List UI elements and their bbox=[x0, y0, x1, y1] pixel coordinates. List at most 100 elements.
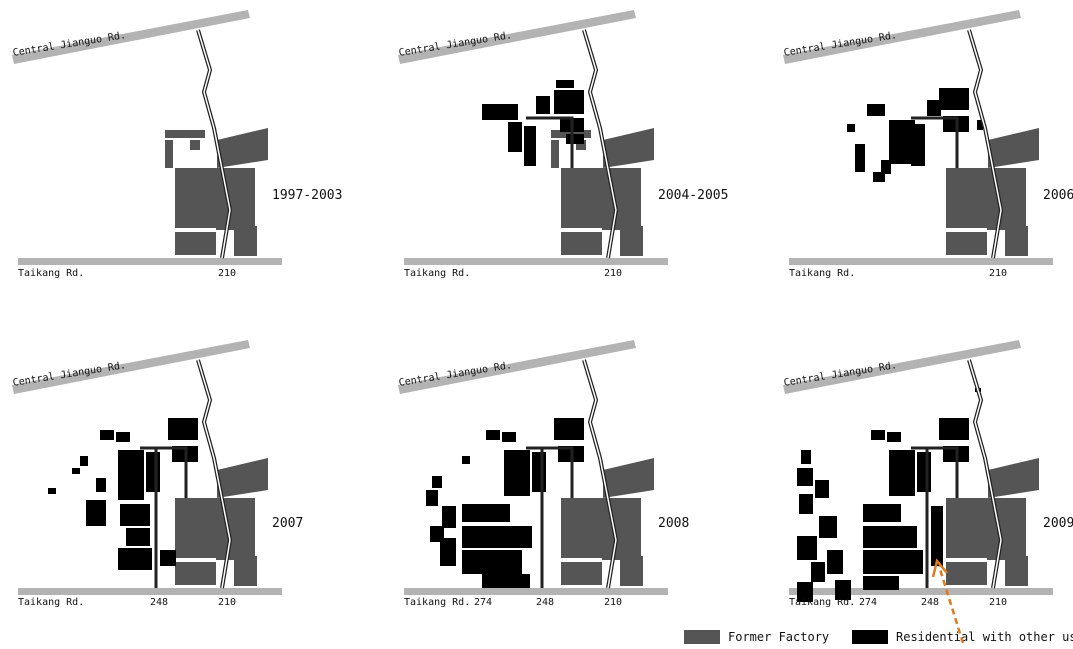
map-drawing bbox=[12, 340, 282, 595]
factory-swatch bbox=[684, 630, 720, 644]
residential-block bbox=[556, 80, 574, 88]
residential-block bbox=[863, 526, 917, 548]
former-factory-block bbox=[620, 556, 643, 586]
residential-block bbox=[168, 418, 198, 440]
lane-210-label: 210 bbox=[989, 597, 1008, 608]
bottom-road-label: Taikang Rd. bbox=[18, 597, 85, 608]
lane-210-center bbox=[197, 29, 231, 259]
central-jianguo-road bbox=[12, 10, 250, 64]
former-factory-block bbox=[1005, 556, 1028, 586]
residential-block bbox=[797, 468, 813, 486]
lane-210-label: 210 bbox=[989, 268, 1008, 279]
map-drawing bbox=[783, 10, 1053, 265]
taikang-road bbox=[404, 588, 668, 595]
residential-block bbox=[118, 548, 152, 570]
residential-block bbox=[863, 504, 901, 522]
former-factory-block bbox=[217, 128, 268, 168]
arrow-head bbox=[931, 558, 948, 578]
residential-block bbox=[72, 468, 80, 474]
former-factory-block bbox=[561, 498, 602, 558]
residential-block bbox=[939, 88, 969, 110]
residential-block bbox=[855, 144, 865, 172]
residential-block bbox=[118, 450, 144, 500]
residential-block bbox=[887, 432, 901, 442]
residential-block bbox=[977, 120, 983, 130]
residential-block bbox=[432, 476, 442, 488]
lane-210-label: 210 bbox=[218, 268, 237, 279]
lane-248-label: 248 bbox=[536, 597, 555, 608]
map-panel-1997-2003: Central Jianguo Rd. Taikang Rd. 210 1997… bbox=[0, 0, 342, 300]
residential-block bbox=[486, 430, 500, 440]
lane-248-label: 248 bbox=[150, 597, 169, 608]
residential-block bbox=[797, 582, 813, 602]
residential-block bbox=[462, 526, 532, 548]
former-factory-block bbox=[620, 226, 643, 256]
lane-274-label: 274 bbox=[859, 597, 878, 608]
residential-block bbox=[482, 104, 518, 120]
map-panel-2004-2005: Central Jianguo Rd. Taikang Rd. 210 2004… bbox=[386, 0, 728, 300]
arrow-shaft bbox=[937, 565, 965, 644]
former-factory-block bbox=[603, 128, 654, 168]
residential-block bbox=[797, 536, 817, 560]
residential-block bbox=[911, 124, 925, 166]
former-factory-block bbox=[175, 168, 216, 228]
former-factory-block bbox=[988, 128, 1039, 168]
former-factory-block bbox=[576, 140, 586, 150]
map-drawing bbox=[12, 10, 282, 265]
former-factory-block bbox=[946, 498, 987, 558]
former-factory-block bbox=[217, 458, 268, 498]
bottom-road-label: Taikang Rd. bbox=[404, 597, 471, 608]
former-factory-block bbox=[551, 140, 559, 168]
taikang-road bbox=[789, 258, 1053, 265]
map-drawing bbox=[398, 340, 668, 595]
central-jianguo-road bbox=[398, 10, 636, 64]
bottom-road-label: Taikang Rd. bbox=[404, 268, 471, 279]
taikang-road bbox=[18, 588, 282, 595]
year-label: 2008 bbox=[658, 516, 690, 531]
residential-block bbox=[811, 562, 825, 582]
map-panel-2007: Central Jianguo Rd. Taikang Rd. 248 210 … bbox=[0, 330, 303, 630]
residential-block bbox=[863, 576, 899, 590]
former-factory-block bbox=[946, 562, 987, 585]
bottom-road-label: Taikang Rd. bbox=[789, 268, 856, 279]
alley bbox=[140, 446, 188, 498]
central-jianguo-road bbox=[12, 340, 250, 394]
residential-block bbox=[442, 506, 456, 528]
residential-block bbox=[482, 574, 530, 588]
year-label: 2004-2005 bbox=[658, 188, 729, 203]
central-jianguo-road bbox=[783, 10, 1021, 64]
residential-block bbox=[126, 528, 150, 546]
former-factory-block bbox=[234, 556, 257, 586]
residential-block bbox=[502, 432, 516, 442]
residential-block bbox=[554, 90, 584, 114]
residential-block bbox=[440, 538, 456, 566]
legend-residential-label: Residential with other use bbox=[896, 630, 1073, 644]
residential-block bbox=[504, 450, 530, 496]
residential-block bbox=[889, 450, 915, 496]
residential-block bbox=[927, 100, 941, 116]
residential-block bbox=[873, 172, 885, 182]
residential-block bbox=[462, 504, 510, 522]
taikang-road bbox=[789, 588, 1053, 595]
residential-block bbox=[508, 122, 522, 152]
residential-block bbox=[931, 506, 943, 566]
residential-block bbox=[847, 124, 855, 132]
taikang-road bbox=[404, 258, 668, 265]
residential-block bbox=[160, 550, 176, 566]
former-factory-block bbox=[165, 140, 173, 168]
year-label: 1997-2003 bbox=[272, 188, 343, 203]
residential-block bbox=[536, 96, 550, 114]
former-factory-block bbox=[946, 168, 987, 228]
bottom-road-label: Taikang Rd. bbox=[18, 268, 85, 279]
alley bbox=[526, 116, 574, 168]
year-label: 2006 bbox=[1043, 188, 1073, 203]
residential-block bbox=[939, 418, 969, 440]
former-factory-block bbox=[175, 232, 216, 255]
former-factory-block bbox=[561, 562, 602, 585]
residential-block bbox=[827, 550, 843, 574]
residential-block bbox=[86, 500, 106, 526]
former-factory-block bbox=[561, 232, 602, 255]
former-factory-block bbox=[946, 232, 987, 255]
